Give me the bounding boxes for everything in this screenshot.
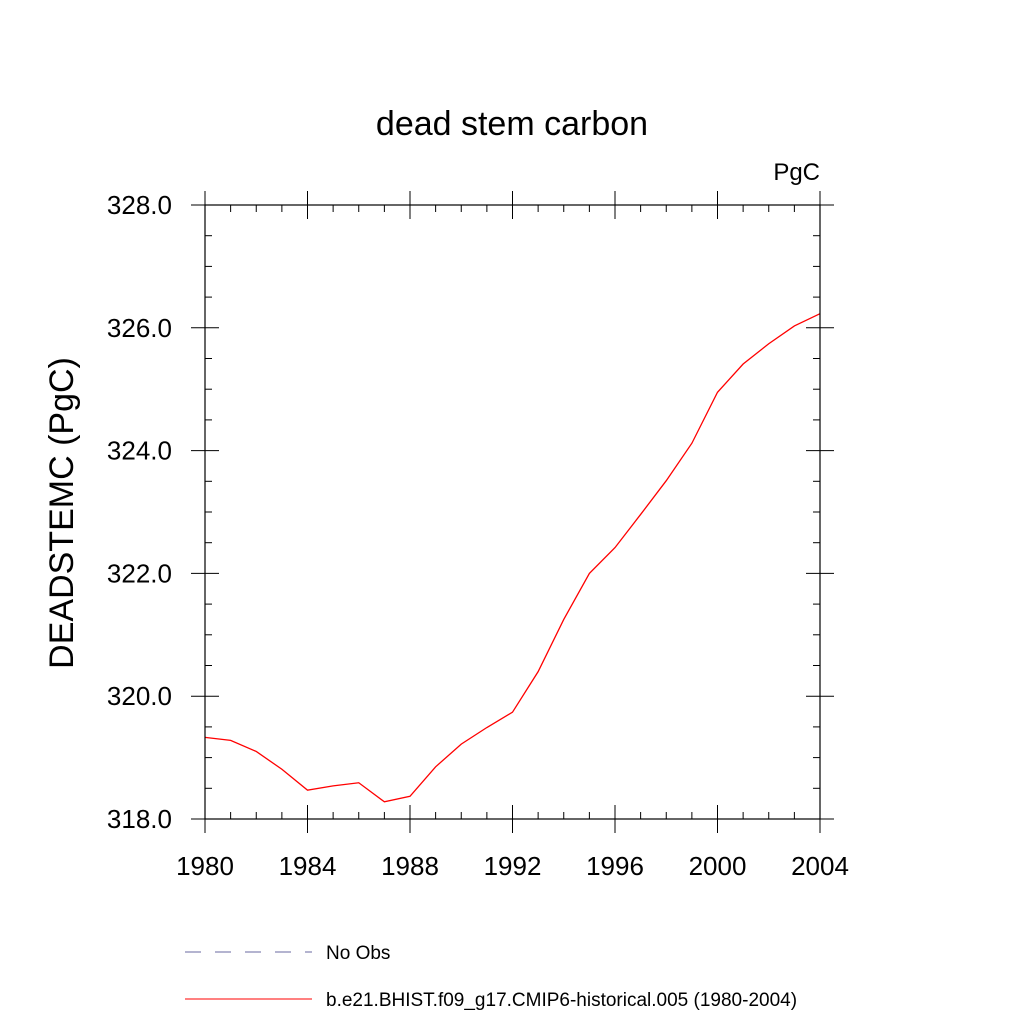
x-tick-label: 2004 xyxy=(791,851,849,881)
legend-label: No Obs xyxy=(326,943,390,964)
y-axis-label: DEADSTEMC (PgC) xyxy=(43,357,81,669)
x-tick-label: 1992 xyxy=(484,851,542,881)
series-lines xyxy=(204,313,821,803)
y-tick-label: 328.0 xyxy=(107,190,172,220)
x-tick-labels: 1980 1984 1988 1992 1996 2000 2004 xyxy=(176,851,849,881)
major-ticks xyxy=(191,191,834,833)
x-tick-label: 1996 xyxy=(586,851,644,881)
legend-label: b.e21.BHIST.f09_g17.CMIP6-historical.005… xyxy=(326,990,797,1011)
y-tick-label: 322.0 xyxy=(107,558,172,588)
series-line xyxy=(204,313,821,803)
y-tick-labels: 318.0 320.0 322.0 324.0 326.0 328.0 xyxy=(107,190,172,834)
x-tick-label: 1988 xyxy=(381,851,439,881)
units-label: PgC xyxy=(773,159,820,186)
legend: No Obs b.e21.BHIST.f09_g17.CMIP6-historic… xyxy=(185,943,797,1011)
y-tick-label: 326.0 xyxy=(107,313,172,343)
y-tick-label: 324.0 xyxy=(107,436,172,466)
x-tick-label: 1984 xyxy=(279,851,337,881)
chart-title: dead stem carbon xyxy=(376,105,648,143)
plot-frame xyxy=(204,204,821,820)
y-tick-label: 318.0 xyxy=(107,804,172,834)
minor-ticks xyxy=(205,205,820,819)
x-tick-label: 2000 xyxy=(689,851,747,881)
y-tick-label: 320.0 xyxy=(107,681,172,711)
x-tick-label: 1980 xyxy=(176,851,234,881)
